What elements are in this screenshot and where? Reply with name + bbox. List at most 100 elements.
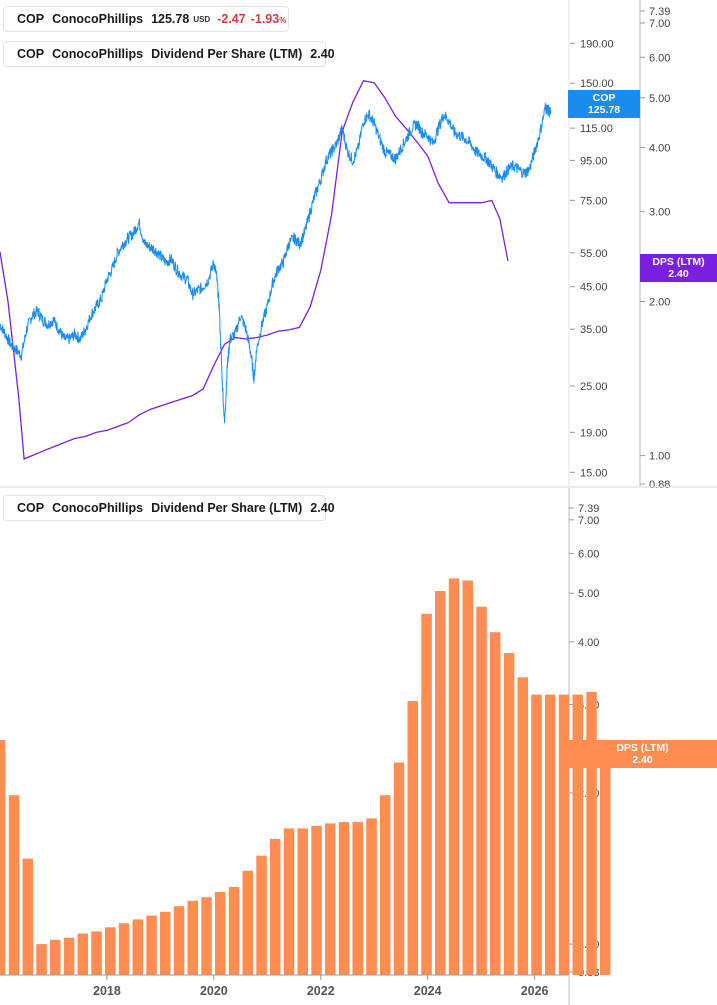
dps-tick-label: 6.00 xyxy=(649,52,670,64)
bottom-tick-label: 5.00 xyxy=(578,588,599,600)
dps-tag-top: DPS (LTM) 2.40 xyxy=(640,254,717,282)
dps-bar xyxy=(91,931,102,975)
dps-bar xyxy=(366,818,377,975)
dps-bar xyxy=(201,897,212,975)
dps-bar xyxy=(572,694,583,975)
dps-bar xyxy=(490,632,501,975)
top-pane: 190.00150.00135.00115.0095.0075.0055.004… xyxy=(0,0,670,491)
dps-bar xyxy=(503,653,515,975)
bottom-tick-label: 7.00 xyxy=(578,515,599,527)
dps-bar xyxy=(558,694,570,975)
dps-bar xyxy=(435,591,446,975)
dps-bar xyxy=(325,823,336,975)
dps-bar xyxy=(36,944,47,975)
price-tick-label: 25.00 xyxy=(580,381,608,393)
dps-bar xyxy=(146,915,157,975)
price-tag-symbol: COP xyxy=(592,92,616,104)
dps-bar xyxy=(393,762,405,975)
dps-bars xyxy=(0,578,611,975)
dps-bar xyxy=(8,795,20,975)
dps-tick-label: 3.00 xyxy=(649,206,670,218)
dps-bar xyxy=(297,828,308,975)
dps-bar xyxy=(462,580,473,975)
legend-dps-top[interactable]: COP ConocoPhillips Dividend Per Share (L… xyxy=(3,41,335,67)
x-tick-label: 2018 xyxy=(93,984,121,998)
dps-bar xyxy=(545,694,556,975)
dps-bar xyxy=(380,795,391,975)
legend-dps-value: 2.40 xyxy=(310,47,335,61)
dps-bar xyxy=(50,939,61,975)
price-axis: 190.00150.00135.00115.0095.0075.0055.004… xyxy=(568,0,614,487)
dps-bar xyxy=(187,900,198,975)
price-line-series xyxy=(0,102,552,424)
dps-bar xyxy=(215,892,226,975)
bottom-tick-label: 4.00 xyxy=(578,637,599,649)
dps-tick-label: 7.39 xyxy=(649,6,670,18)
legend-price[interactable]: COP ConocoPhillips 125.78 USD -2.47 -1.9… xyxy=(3,6,289,32)
x-axis: 2018 2020 2022 2024 2026 xyxy=(0,974,569,998)
dps-bar xyxy=(407,701,418,975)
dps-tick-label: 7.00 xyxy=(649,18,670,30)
dps-bar xyxy=(132,919,143,975)
dps-bar xyxy=(421,613,432,975)
dps-tag-label: DPS (LTM) xyxy=(616,742,669,754)
legend-price-value: 125.78 xyxy=(151,12,190,26)
legend-series-name: Dividend Per Share (LTM) xyxy=(151,47,303,61)
legend-change-pct: -1.93% xyxy=(250,12,287,26)
bottom-tick-label: 7.39 xyxy=(578,503,599,515)
dps-tag-label: DPS (LTM) xyxy=(652,256,705,268)
legend-company-name: ConocoPhillips xyxy=(52,47,144,61)
dps-bar xyxy=(600,753,611,975)
price-tick-label: 150.00 xyxy=(580,78,614,90)
bottom-pane: 7.397.006.005.004.003.002.001.000.88 201… xyxy=(0,488,611,1005)
price-tick-label: 15.00 xyxy=(580,467,608,479)
dps-line-series xyxy=(0,79,509,460)
dps-bar xyxy=(311,825,322,975)
dps-bar xyxy=(63,937,75,975)
dps-tick-label: 4.00 xyxy=(649,142,670,154)
dps-tag-value: 2.40 xyxy=(668,268,689,280)
x-tick-label: 2026 xyxy=(521,984,549,998)
price-tick-label: 115.00 xyxy=(580,123,613,135)
legend-change: -2.47 xyxy=(217,12,246,26)
dps-bar xyxy=(105,927,116,975)
legend-currency: USD xyxy=(193,14,211,24)
dps-bar xyxy=(338,822,350,975)
x-tick-label: 2024 xyxy=(414,984,442,998)
price-tick-label: 190.00 xyxy=(580,38,614,50)
price-tick-label: 35.00 xyxy=(580,324,608,336)
dps-bar xyxy=(22,858,33,975)
dps-bar xyxy=(270,838,281,975)
dps-bar xyxy=(0,740,6,975)
price-tick-label: 55.00 xyxy=(580,248,608,260)
dps-tick-label: 0.88 xyxy=(649,479,670,491)
dps-bar xyxy=(586,691,597,975)
dps-tick-label: 1.00 xyxy=(649,451,670,463)
dps-tick-label: 2.00 xyxy=(649,297,670,309)
x-tick-label: 2020 xyxy=(200,984,228,998)
dps-bar xyxy=(242,870,253,975)
dps-bar xyxy=(448,578,460,975)
dps-bar xyxy=(476,606,487,975)
dps-bar xyxy=(228,886,240,975)
dps-bar xyxy=(118,923,130,975)
legend-series-name: Dividend Per Share (LTM) xyxy=(151,501,303,515)
dps-tag-bottom: DPS (LTM) 2.40 xyxy=(568,740,717,768)
x-tick-label: 2022 xyxy=(307,984,335,998)
price-tag: COP 125.78 xyxy=(568,90,640,118)
dps-bar xyxy=(160,911,171,975)
dps-tick-label: 5.00 xyxy=(649,93,670,105)
price-tick-label: 75.00 xyxy=(580,195,608,207)
price-tick-label: 45.00 xyxy=(580,282,608,294)
legend-symbol: COP xyxy=(17,47,45,61)
price-tick-label: 19.00 xyxy=(580,427,608,439)
dps-bar xyxy=(352,822,363,975)
legend-company-name: ConocoPhillips xyxy=(52,12,144,26)
dps-bar xyxy=(531,694,542,975)
price-tag-value: 125.78 xyxy=(587,104,621,116)
legend-company-name: ConocoPhillips xyxy=(52,501,144,515)
dps-bar xyxy=(517,677,528,975)
bottom-tick-label: 6.00 xyxy=(578,548,599,560)
legend-dps-bottom[interactable]: COP ConocoPhillips Dividend Per Share (L… xyxy=(3,495,335,521)
legend-symbol: COP xyxy=(17,12,45,26)
